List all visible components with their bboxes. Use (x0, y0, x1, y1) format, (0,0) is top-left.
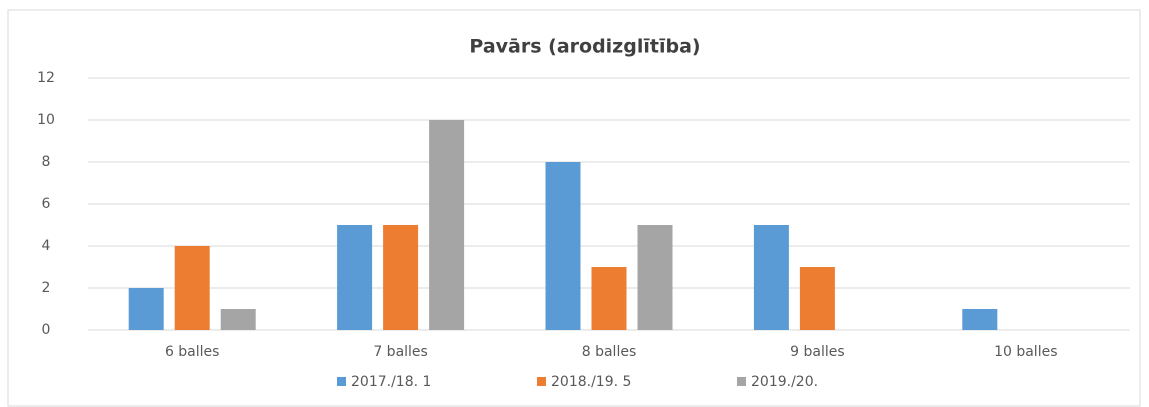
x-tick-label: 10 balles (994, 344, 1057, 360)
bar (637, 225, 673, 330)
y-tick-label: 10 (37, 112, 55, 128)
bar (753, 225, 789, 330)
bar (799, 267, 835, 330)
x-tick-label: 9 balles (790, 344, 845, 360)
y-tick-label: 2 (42, 280, 51, 296)
y-tick-label: 6 (42, 196, 51, 212)
y-tick-label: 12 (37, 70, 55, 86)
bar (337, 225, 373, 330)
bar (591, 267, 627, 330)
y-tick-label: 4 (42, 238, 51, 254)
bar (128, 288, 164, 330)
legend-swatch (537, 377, 546, 386)
legend-swatch (337, 377, 346, 386)
legend-swatch (737, 377, 746, 386)
chart-title: Pavārs (arodizglītība) (469, 36, 700, 58)
bar (962, 309, 998, 330)
y-tick-label: 0 (42, 322, 51, 338)
legend-label: 2019./20. (751, 374, 818, 390)
bar (383, 225, 419, 330)
bar (545, 162, 581, 330)
y-tick-label: 8 (42, 154, 51, 170)
bar (220, 309, 256, 330)
bar (429, 120, 465, 330)
x-tick-label: 6 balles (165, 344, 220, 360)
x-tick-label: 8 balles (582, 344, 637, 360)
legend-label: 2017./18. 1 (351, 374, 431, 390)
legend-label: 2018./19. 5 (551, 374, 631, 390)
bar (174, 246, 210, 330)
x-tick-label: 7 balles (373, 344, 428, 360)
